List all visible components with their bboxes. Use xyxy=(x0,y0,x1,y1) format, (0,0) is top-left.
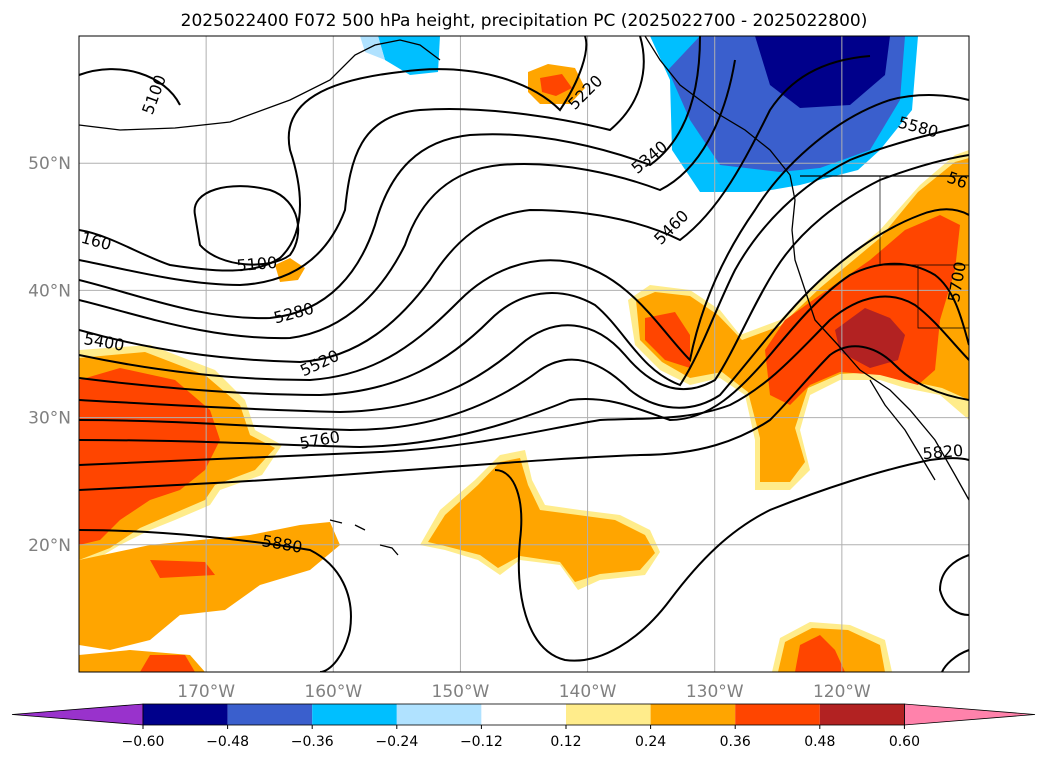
colorbar-segment xyxy=(312,704,397,725)
lat-tick-label: 50°N xyxy=(28,154,71,174)
colorbar-segment xyxy=(396,704,482,725)
shade-pos-west-mid-red xyxy=(150,560,215,578)
shade-pos-west-red xyxy=(79,368,220,545)
colorbar-tick-label: −0.24 xyxy=(375,734,418,750)
colorbar-tick-label: 0.48 xyxy=(804,734,835,750)
colorbar-extend-low xyxy=(11,703,144,726)
contour-5700 xyxy=(79,262,969,449)
shade-neg-core xyxy=(755,36,890,108)
contour-5340 xyxy=(79,59,736,340)
coast-alaska xyxy=(79,39,441,131)
contour-5820 xyxy=(79,345,969,491)
coast-alaska-panhandle xyxy=(644,36,791,176)
colorbar-segment xyxy=(481,704,566,725)
shade-pos-east-darkred xyxy=(835,308,905,368)
colorbar-tick-label: −0.36 xyxy=(291,734,334,750)
colorbar xyxy=(11,703,1036,726)
lat-tick-label: 40°N xyxy=(28,281,71,301)
shade-pos-central-orange xyxy=(428,458,655,582)
contour-5640 xyxy=(79,208,969,432)
contour-5760 xyxy=(79,295,969,466)
contour-5280 xyxy=(79,36,701,320)
contour-5220 xyxy=(79,36,645,287)
colorbar-tick-labels: −0.60 −0.48 −0.36 −0.24 −0.12 0.12 0.24 0.36 0.4… xyxy=(122,725,920,750)
contour-5880-b xyxy=(494,457,969,662)
colorbar-extend-high xyxy=(904,703,1036,726)
contour-5160 xyxy=(79,36,588,272)
colorbar-tick-label: −0.60 xyxy=(122,734,165,750)
coast-west-us xyxy=(789,174,969,501)
shade-pos-gulf-red xyxy=(540,74,572,96)
map-frame xyxy=(78,35,970,673)
contour-5580 xyxy=(79,154,969,414)
lon-tick-label: 120°W xyxy=(813,682,871,702)
shade-pos-east-blob-red xyxy=(645,312,690,368)
lon-tick-label: 160°W xyxy=(304,682,362,702)
height-contours xyxy=(79,36,969,672)
coast-baja xyxy=(869,379,936,481)
latitude-tick-labels: 20°N 30°N 40°N 50°N xyxy=(28,154,71,556)
lat-tick-label: 20°N xyxy=(28,536,71,556)
colorbar-tick-label: 0.60 xyxy=(889,734,920,750)
colorbar-segment xyxy=(650,704,736,725)
contour-5880-c xyxy=(938,554,969,616)
colorbar-frame xyxy=(142,703,905,726)
colorbar-tick-label: 0.24 xyxy=(635,734,666,750)
colorbar-segment xyxy=(735,704,820,725)
colorbar-segment xyxy=(143,704,228,725)
lon-tick-label: 150°W xyxy=(432,682,490,702)
colorbar-segment xyxy=(819,704,905,725)
shade-pos-west-bottom-red xyxy=(140,655,195,672)
colorbar-tick-label: 0.12 xyxy=(550,734,581,750)
shade-pos-west-lower xyxy=(79,522,340,650)
lat-tick-label: 30°N xyxy=(28,409,71,429)
shade-pos-se-red xyxy=(795,635,845,672)
shade-neg-small xyxy=(378,36,440,75)
lon-tick-label: 170°W xyxy=(177,682,235,702)
map-panel: 5100 522053405460558051001605280540055205… xyxy=(79,36,969,672)
lon-tick-label: 140°W xyxy=(559,682,617,702)
contour-5880-d xyxy=(941,649,969,672)
colorbar-tick-label: −0.48 xyxy=(206,734,249,750)
contour-5460 xyxy=(79,94,969,382)
hawaii-islands xyxy=(329,519,399,556)
contour-label: 5820 xyxy=(922,441,964,463)
colorbar-tick-label: −0.12 xyxy=(460,734,503,750)
colorbar-segment xyxy=(227,704,313,725)
lon-tick-label: 130°W xyxy=(686,682,744,702)
colorbar-segment xyxy=(566,704,651,725)
shade-neg-small-lt xyxy=(360,36,385,60)
chart-title: 2025022400 F072 500 hPa height, precipit… xyxy=(181,11,868,31)
contour-5520 xyxy=(79,124,969,397)
contour-5400 xyxy=(79,55,871,364)
precip-shading xyxy=(79,36,969,672)
contour-5880-a xyxy=(79,529,352,672)
contour-5100-north xyxy=(79,68,181,106)
coastlines xyxy=(79,36,969,556)
colorbar-tick-label: 0.36 xyxy=(720,734,751,750)
contour-label: 5100 xyxy=(236,253,278,275)
longitude-tick-labels: 170°W 160°W 150°W 140°W 130°W 120°W xyxy=(177,682,871,702)
